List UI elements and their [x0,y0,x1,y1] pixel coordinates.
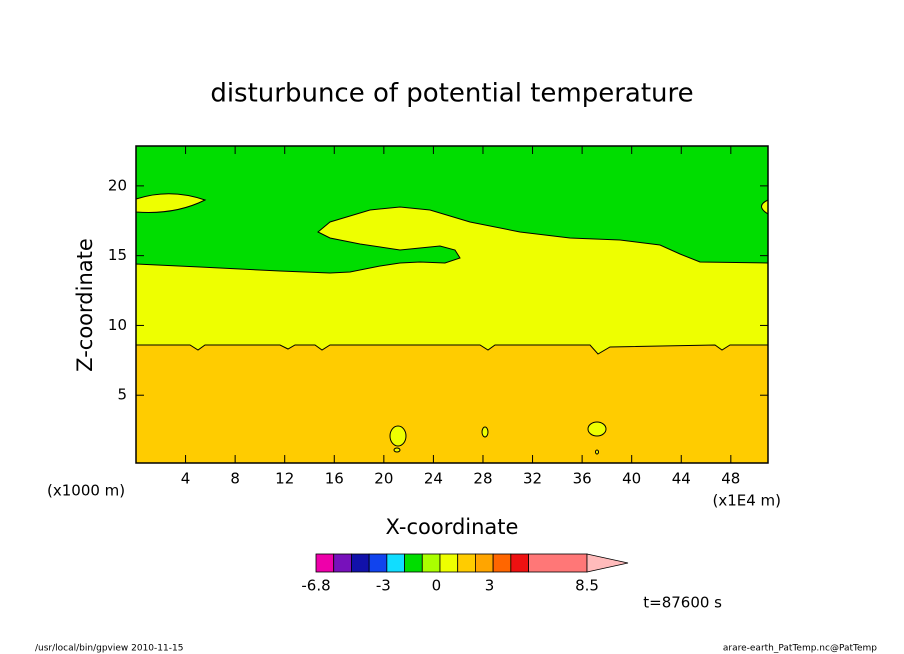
colorbar-label: 8.5 [575,577,599,595]
colorbar-box [315,553,335,573]
colorbar-box [475,553,494,573]
x-tick-label: 16 [325,470,344,488]
colorbar-box [457,553,476,573]
x-tick-label: 20 [374,470,393,488]
colorbar-box [368,553,388,573]
colorbar-over [586,553,629,573]
x-unit-right: (x1E4 m) [712,492,781,510]
colorbar-box [333,553,352,573]
chart-title: disturbunce of potential temperature [210,79,693,109]
colorbar-label: 0 [432,577,442,595]
contour-region [135,193,207,213]
x-tick-label: 28 [473,470,492,488]
x-tick-label: 32 [523,470,542,488]
x-tick-label: 4 [181,470,191,488]
x-tick-label: 44 [672,470,691,488]
colorbar-box [439,553,459,573]
time-label: t=87600 s [643,594,722,612]
contour-region [389,425,407,447]
colorbar-label: 3 [485,577,495,595]
x-axis-label: X-coordinate [386,515,519,539]
contour-region [135,344,769,464]
y-tick-label: 5 [117,386,127,404]
y-tick-label: 15 [108,246,127,264]
x-tick-label: 12 [275,470,294,488]
x-tick-label: 24 [424,470,443,488]
x-tick-label: 8 [230,470,240,488]
colorbar-box [351,553,370,573]
footer-left: /usr/local/bin/gpview 2010-11-15 [35,644,183,654]
plot-frame [135,145,769,464]
colorbar-label: -6.8 [301,577,330,595]
x-tick-label: 40 [622,470,641,488]
colorbar-box [510,553,529,573]
footer-right: arare-earth_PatTemp.nc@PatTemp [723,644,877,654]
contour-region [595,449,599,455]
y-axis-label: Z-coordinate [73,238,97,372]
contour-region [587,421,607,437]
colorbar-box [386,553,405,573]
contour-region [481,426,489,438]
contour-region [393,447,401,453]
colorbar-box [421,553,441,573]
colorbar-label: -3 [376,577,391,595]
x-tick-label: 36 [573,470,592,488]
colorbar-box [404,553,423,573]
y-tick-label: 20 [108,176,127,194]
colorbar-box [528,553,588,573]
y-tick-label: 10 [108,316,127,334]
x-tick-label: 48 [721,470,740,488]
x-unit-left: (x1000 m) [47,482,125,500]
colorbar-box [492,553,512,573]
